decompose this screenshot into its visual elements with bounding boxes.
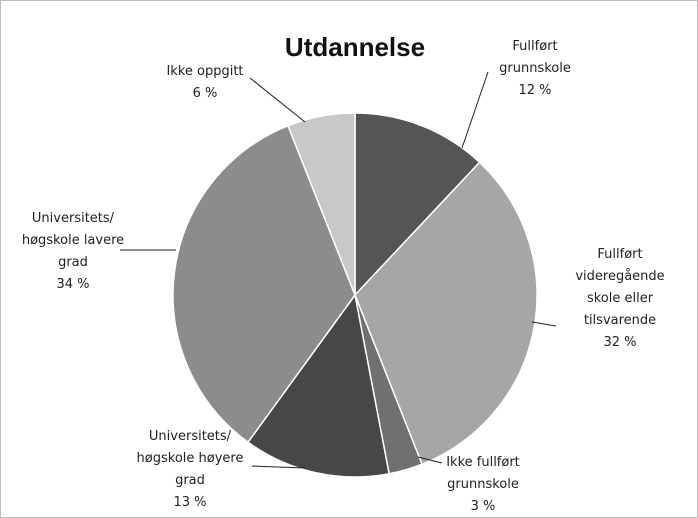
leader-line (251, 465, 306, 469)
pie-slice (287, 112, 356, 296)
slice-value-label: 12 % (518, 83, 551, 98)
leader-line (531, 321, 557, 327)
leader-line (249, 77, 306, 123)
slice-value-label: 3 % (471, 499, 496, 514)
slice-label: Universitets/høgskole lavere grad (22, 211, 124, 270)
slice-label: Fullført videregående skole eller tilsvaren… (575, 247, 664, 328)
pie-slice (246, 293, 390, 478)
chart-title: Utdannelse (285, 32, 425, 62)
slice-value-label: 32 % (603, 335, 636, 350)
slice-value-label: 13 % (173, 495, 206, 510)
slice-label: Fullført grunnskole (499, 39, 571, 76)
slice-value-label: 6 % (193, 86, 218, 101)
slice-label: Ikke fullført grunnskole (446, 455, 520, 492)
slice-label: Universitets/høgskole høyere grad (137, 429, 244, 488)
pie-slice (354, 161, 538, 466)
slice-label: Ikke oppgitt (166, 64, 243, 79)
pie-slice (172, 124, 356, 444)
pie-slice (354, 112, 481, 297)
slice-value-label: 34 % (56, 277, 89, 292)
leader-line (417, 456, 443, 464)
leader-line (461, 71, 489, 149)
